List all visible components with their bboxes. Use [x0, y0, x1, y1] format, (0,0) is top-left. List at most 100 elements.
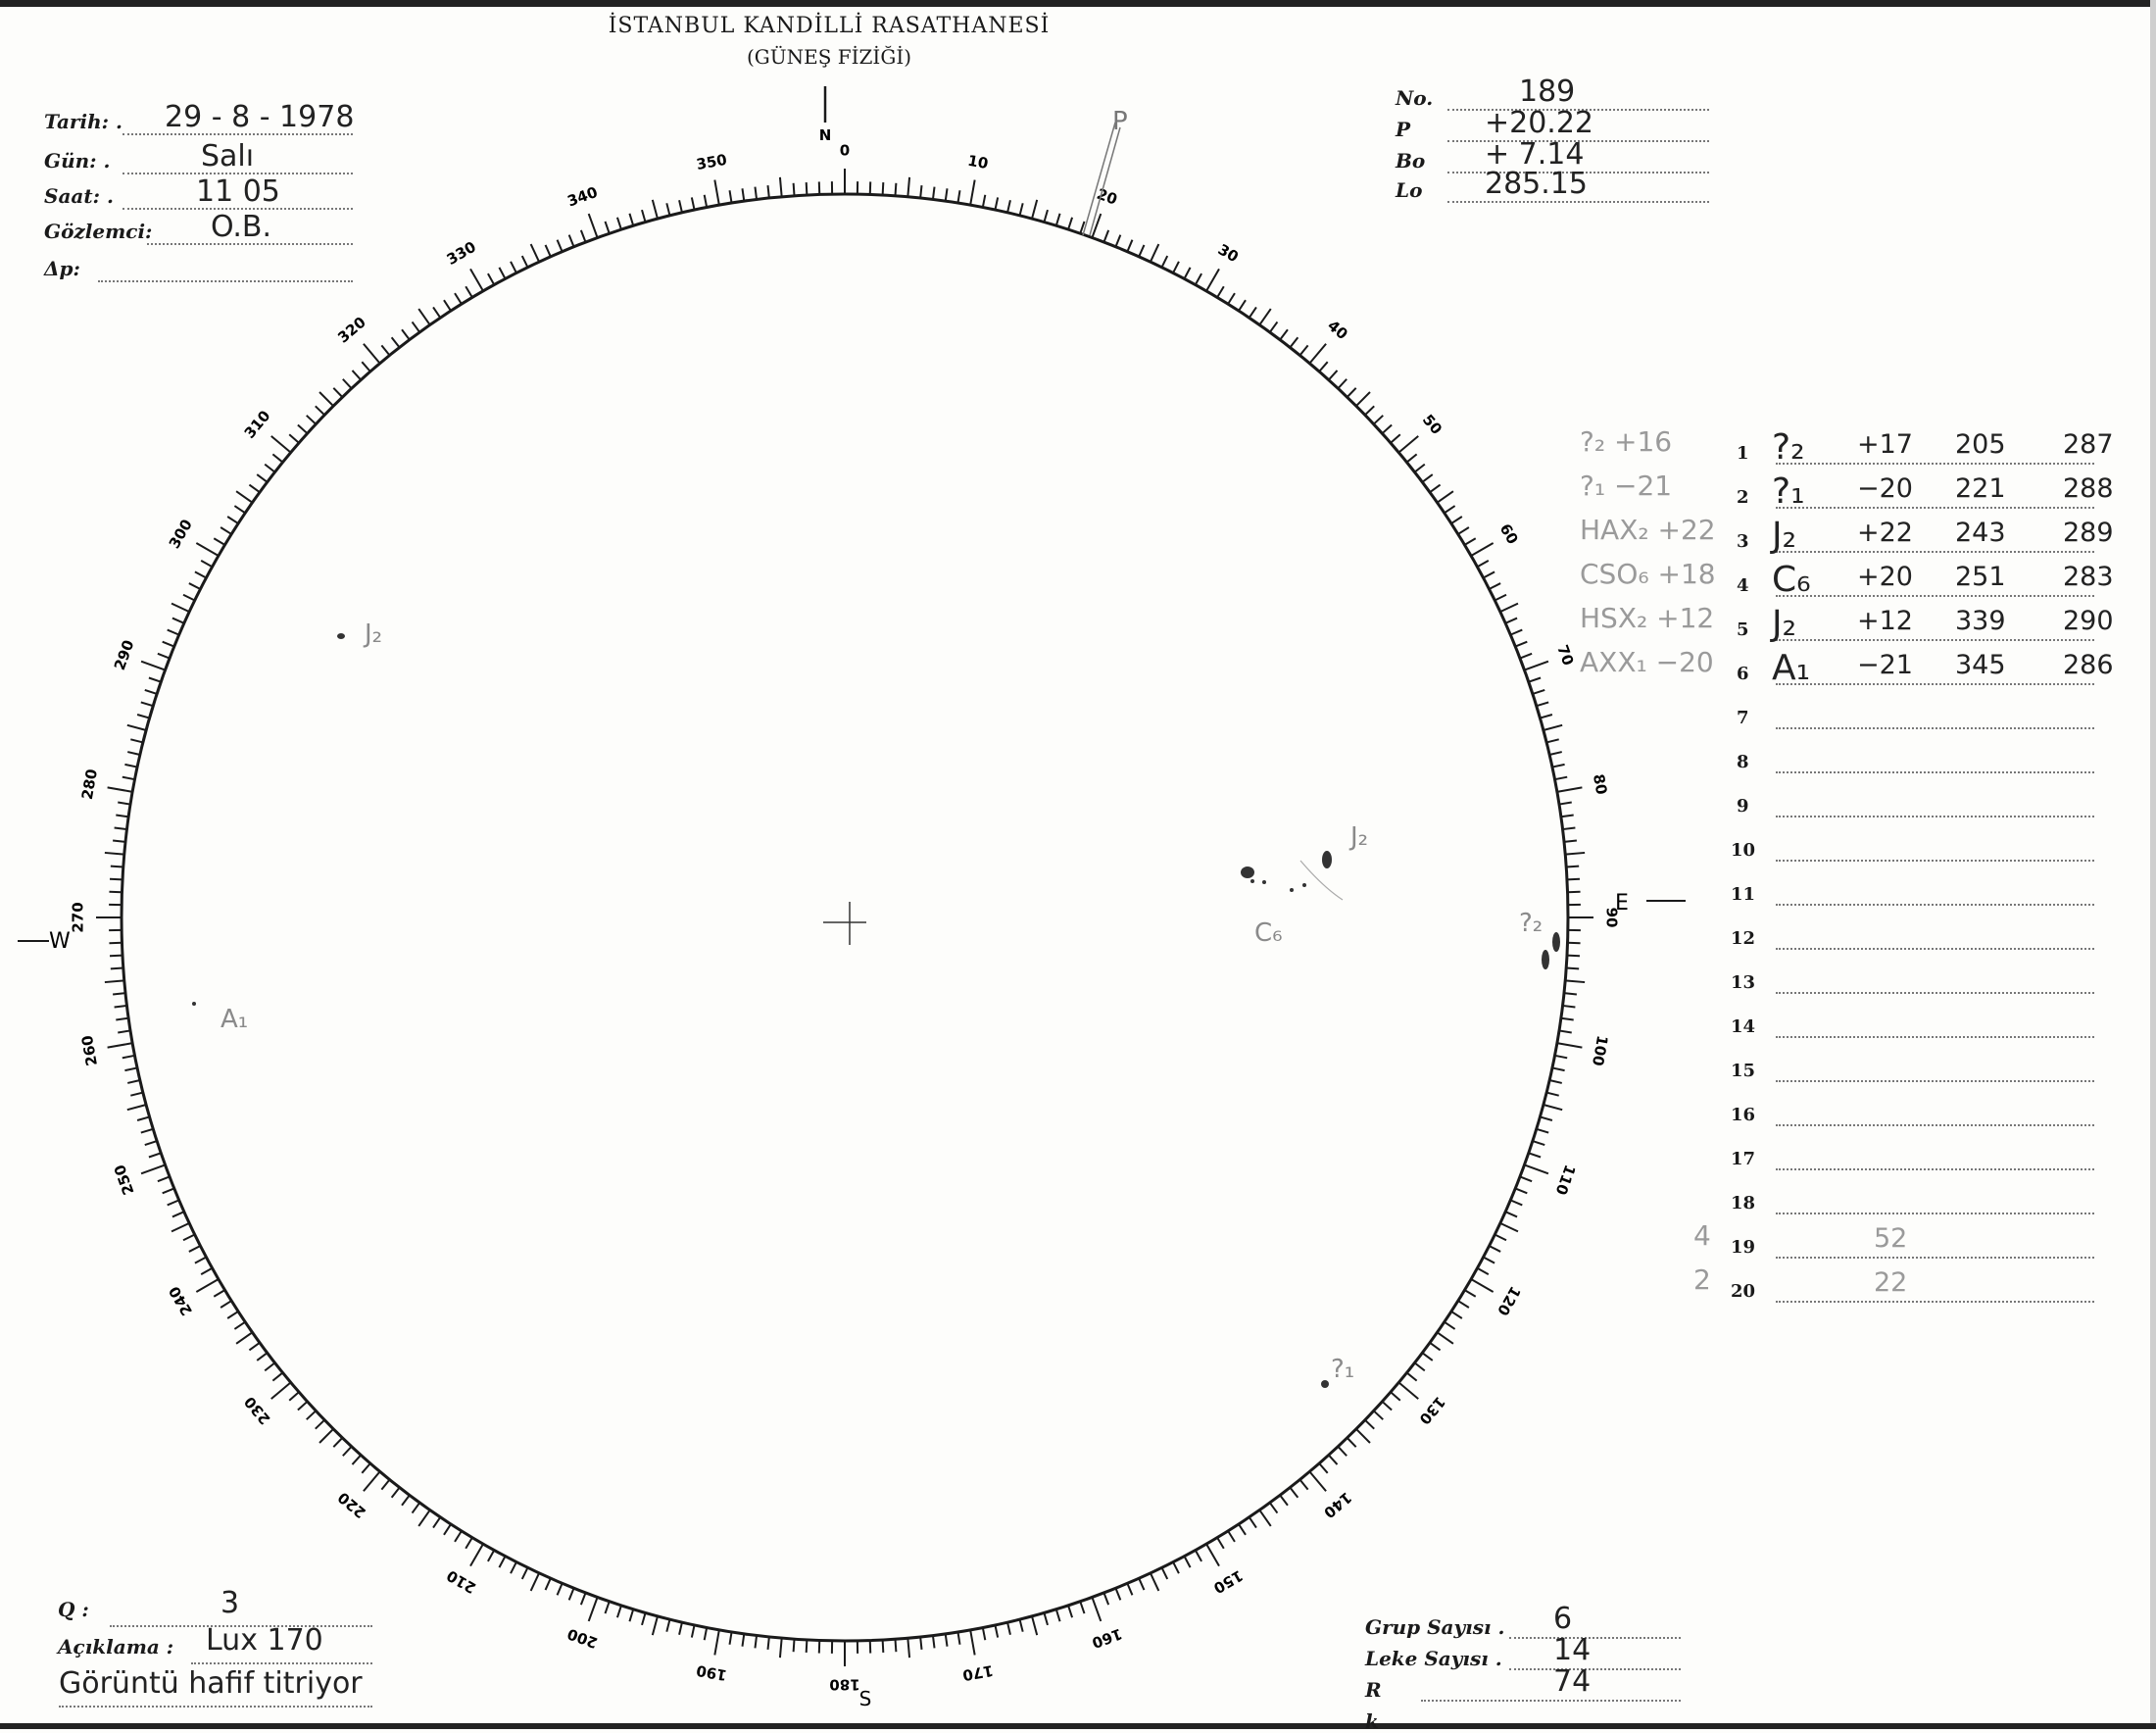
table-row-number: 2	[1737, 487, 1749, 508]
degree-tick	[118, 803, 130, 805]
degree-tick	[499, 268, 505, 278]
table-row-line	[1776, 1257, 2094, 1259]
degree-tick	[1415, 1362, 1425, 1370]
group-separator-line	[1300, 861, 1343, 900]
degree-label: 240	[166, 1283, 196, 1318]
field-label: Lo	[1396, 178, 1422, 202]
degree-tick	[1056, 214, 1060, 225]
degree-tick	[531, 244, 539, 262]
degree-tick	[111, 866, 123, 867]
table-row-number: 12	[1731, 928, 1755, 949]
field-label: k	[1365, 1709, 1379, 1733]
degree-tick	[1139, 245, 1144, 257]
degree-tick	[196, 543, 219, 556]
degree-label: 70	[1553, 642, 1577, 668]
degree-tick	[705, 195, 707, 208]
table-row-number: 1	[1737, 443, 1749, 464]
table-row-note: HSX₂ +12	[1580, 602, 1714, 634]
table-row-latitude: −21	[1857, 650, 1913, 680]
sunspot-group-label: C₆	[1254, 918, 1283, 948]
degree-tick	[1356, 1429, 1370, 1443]
degree-tick	[1415, 465, 1425, 472]
degree-tick	[183, 1235, 195, 1241]
degree-tick	[1533, 1141, 1544, 1145]
degree-tick	[1299, 345, 1307, 355]
degree-label: 30	[1215, 240, 1242, 266]
degree-tick	[1184, 1557, 1190, 1567]
degree-label: 290	[111, 638, 138, 673]
field-value: 74	[1553, 1664, 1591, 1699]
degree-tick	[1151, 244, 1158, 262]
table-row-line	[1776, 683, 2094, 685]
degree-tick	[141, 662, 165, 670]
degree-tick	[1430, 1343, 1441, 1351]
degree-tick	[1196, 1550, 1201, 1560]
table-row-number: 3	[1737, 531, 1749, 552]
degree-tick	[115, 827, 127, 829]
sunspot	[1322, 851, 1332, 868]
degree-tick	[110, 879, 122, 880]
degree-tick	[1564, 840, 1577, 841]
degree-tick	[392, 1488, 400, 1498]
degree-tick	[127, 725, 146, 730]
field-label: R	[1365, 1678, 1382, 1702]
degree-tick	[511, 262, 516, 273]
degree-tick	[1382, 424, 1392, 433]
degree-tick	[1092, 1597, 1101, 1620]
degree-label: 10	[966, 152, 990, 173]
degree-tick	[1438, 1332, 1453, 1343]
degree-label: 310	[241, 407, 274, 442]
degree-tick	[1422, 1353, 1432, 1361]
field-line	[1447, 201, 1709, 203]
degree-tick	[1520, 654, 1532, 659]
degree-tick	[227, 517, 238, 523]
field-line	[1509, 1637, 1681, 1639]
table-row-value: 286	[2063, 650, 2114, 680]
degree-tick	[1559, 1030, 1572, 1032]
sunspot	[1552, 932, 1560, 952]
degree-tick	[111, 967, 123, 968]
degree-tick	[1196, 273, 1201, 284]
degree-tick	[172, 604, 189, 612]
field-line	[191, 1662, 372, 1664]
table-row-value: 243	[1955, 518, 2006, 548]
table-row-group: ?₂	[1772, 427, 1805, 468]
degree-tick	[307, 416, 317, 424]
degree-tick	[1451, 517, 1462, 523]
degree-label: 280	[78, 767, 101, 801]
west-label: W	[49, 929, 71, 954]
degree-tick	[444, 1524, 451, 1535]
degree-tick	[214, 538, 224, 545]
degree-tick	[1044, 210, 1048, 222]
degree-tick	[883, 1640, 884, 1653]
degree-tick	[1524, 662, 1547, 670]
field-label: Tarih: .	[44, 110, 122, 133]
degree-tick	[653, 200, 658, 219]
degree-tick	[352, 371, 361, 380]
degree-tick	[933, 187, 935, 200]
field-value: 189	[1519, 74, 1575, 109]
degree-tick	[629, 1609, 633, 1621]
degree-tick	[1329, 371, 1338, 380]
table-row-value: 205	[1955, 429, 2006, 460]
degree-tick	[433, 1517, 440, 1528]
degree-tick	[714, 180, 719, 206]
degree-tick	[149, 1153, 161, 1157]
table-row-number: 14	[1731, 1016, 1755, 1037]
degree-tick	[1184, 268, 1190, 278]
degree-tick	[1500, 1223, 1518, 1231]
degree-tick	[780, 1638, 782, 1658]
degree-tick	[488, 273, 494, 284]
degree-tick	[569, 1588, 574, 1600]
p-axis-label: P	[1112, 107, 1128, 136]
table-row-latitude: −20	[1857, 473, 1913, 504]
degree-tick	[1270, 322, 1278, 332]
degree-tick	[236, 491, 252, 502]
table-row-number: 10	[1731, 840, 1755, 861]
degree-tick	[158, 654, 170, 659]
sunspot-group-label: J₂	[363, 619, 382, 649]
degree-tick	[546, 245, 551, 257]
degree-tick	[172, 1223, 189, 1231]
degree-tick	[1329, 1455, 1338, 1464]
degree-tick	[1520, 1176, 1532, 1181]
